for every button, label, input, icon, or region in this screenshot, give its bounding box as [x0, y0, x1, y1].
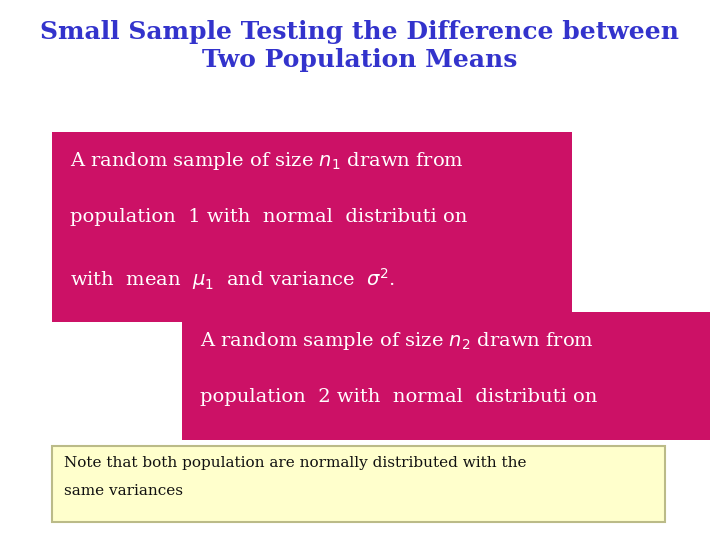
Text: with  mean  $\mu_2$  and variance  $\sigma^2$.: with mean $\mu_2$ and variance $\sigma^2… [200, 446, 526, 472]
Text: with  mean  $\mu_1$  and variance  $\sigma^2$.: with mean $\mu_1$ and variance $\sigma^2… [70, 266, 395, 292]
Text: population  1 with  normal  distributi on: population 1 with normal distributi on [70, 208, 467, 226]
Text: population  2 with  normal  distributi on: population 2 with normal distributi on [200, 388, 598, 406]
Text: A random sample of size $n_1$ drawn from: A random sample of size $n_1$ drawn from [70, 150, 464, 172]
Text: Note that both population are normally distributed with the: Note that both population are normally d… [64, 456, 526, 470]
FancyBboxPatch shape [182, 312, 710, 440]
FancyBboxPatch shape [52, 446, 665, 522]
Text: Two Population Means: Two Population Means [202, 48, 518, 72]
Text: Small Sample Testing the Difference between: Small Sample Testing the Difference betw… [40, 20, 680, 44]
Text: A random sample of size $n_2$ drawn from: A random sample of size $n_2$ drawn from [200, 330, 594, 352]
Text: same variances: same variances [64, 484, 183, 498]
FancyBboxPatch shape [52, 132, 572, 322]
